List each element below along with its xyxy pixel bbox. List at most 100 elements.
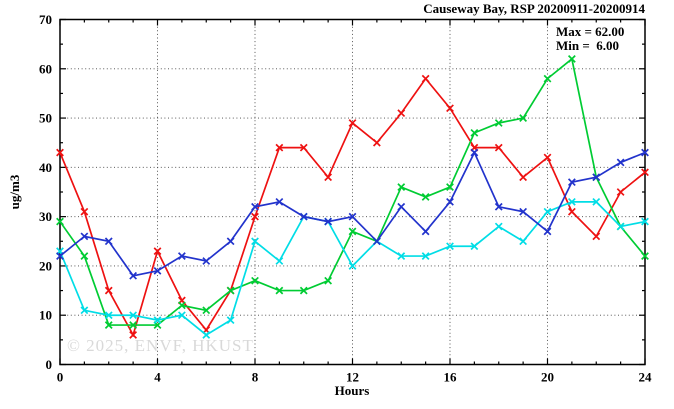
series-cyan-marker [567, 197, 576, 206]
series-green-marker [104, 321, 113, 329]
tick-labels: 0 10 20 30 40 50 60 70 0 4 8 12 16 20 24 [39, 12, 652, 385]
series-cyan-marker [421, 252, 430, 260]
series-cyan-marker [641, 217, 649, 226]
series-cyan-marker [446, 242, 454, 251]
x-tick-label: 16 [444, 370, 458, 385]
series-green-marker [421, 193, 430, 201]
series-blue-marker [104, 237, 113, 246]
series-cyan-marker [129, 311, 138, 320]
series-green-marker [275, 286, 284, 295]
series-green-marker [348, 227, 357, 236]
series-green-marker [543, 74, 552, 83]
series-green-marker [80, 252, 89, 260]
x-axis-label: Hours [334, 383, 370, 398]
series-red-marker [616, 188, 625, 196]
series-blue-marker [324, 217, 333, 226]
y-tick-label: 10 [39, 308, 52, 323]
y-axis-label: ug/m3 [7, 174, 22, 210]
series-blue-marker [251, 202, 259, 211]
series-green-marker [470, 128, 479, 137]
chart-title: Causeway Bay, RSP 20200911-20200914 [423, 1, 645, 16]
series-red-marker [592, 232, 601, 241]
series-red-marker [129, 331, 138, 339]
series-green-marker [397, 183, 406, 191]
x-tick-label: 4 [154, 370, 161, 385]
series-green-marker [129, 321, 138, 329]
series-red-marker [397, 109, 406, 118]
series-green-marker [202, 306, 211, 315]
series-green-marker [519, 114, 528, 122]
series-cyan-marker [470, 242, 479, 251]
series-blue-marker [372, 237, 381, 246]
series-green-marker [494, 119, 503, 127]
series-green-marker [324, 276, 333, 285]
series-green-marker [641, 252, 649, 260]
series-blue-marker [592, 173, 601, 182]
series-red-marker [519, 173, 528, 182]
legend-max-value: Max = 62.00 [556, 24, 625, 39]
series-blue-marker [641, 148, 649, 157]
series-blue-marker [129, 271, 138, 280]
x-tick-label: 0 [57, 370, 64, 385]
series-blue-marker [275, 197, 284, 206]
x-tick-label: 20 [541, 370, 554, 385]
y-tick-label: 30 [39, 209, 52, 224]
series-green-marker [567, 55, 576, 63]
series-blue-marker [299, 212, 308, 221]
series-red-marker [251, 212, 259, 221]
axis-ticks [59, 18, 646, 366]
series-red-marker [56, 148, 64, 157]
series-red-marker [641, 168, 649, 177]
y-tick-label: 0 [46, 357, 53, 372]
series-blue-marker [421, 227, 430, 236]
series-cyan-marker [177, 311, 186, 320]
series-red-marker [421, 74, 430, 83]
series-cyan-marker [202, 331, 211, 339]
series-red-marker [446, 104, 454, 113]
series-green-marker [299, 286, 308, 295]
x-tick-label: 24 [639, 370, 653, 385]
y-tick-label: 20 [39, 258, 52, 273]
series-red-marker [348, 119, 357, 127]
series-cyan-marker [397, 252, 406, 260]
series-cyan-marker [494, 222, 503, 231]
series-cyan-marker [275, 257, 284, 265]
series-cyan-marker [543, 207, 552, 216]
series-green-marker [226, 286, 235, 295]
series-blue-marker [348, 212, 357, 221]
series-green-marker [56, 217, 64, 226]
series-green-marker [251, 276, 259, 285]
y-tick-label: 40 [39, 160, 52, 175]
y-tick-label: 70 [39, 12, 52, 27]
series-red-marker [494, 143, 503, 152]
series-cyan-marker [104, 311, 113, 320]
series-blue-marker [616, 158, 625, 167]
series-blue-marker [153, 266, 162, 275]
legend: Max = 62.00 Min = 6.00 [556, 25, 624, 53]
y-tick-label: 60 [39, 61, 52, 76]
series-red-marker [324, 173, 333, 182]
series-red-marker [80, 207, 89, 216]
series-blue-marker [226, 237, 235, 246]
series-blue-marker [519, 207, 528, 216]
series-red-marker [104, 286, 113, 295]
series-blue-marker [543, 227, 552, 236]
series-cyan-marker [616, 222, 625, 231]
series-blue-marker [397, 202, 406, 211]
gridlines [60, 19, 645, 365]
series-cyan-marker [592, 197, 601, 206]
series-cyan-marker [226, 316, 235, 325]
series-blue-marker [56, 252, 64, 260]
series-red-marker [153, 247, 162, 256]
series-cyan-marker [348, 262, 357, 270]
watermark: © 2025, ENVF, HKUST [67, 336, 254, 355]
series-red-marker [275, 143, 284, 152]
series-blue-marker [202, 257, 211, 265]
series-cyan-marker [251, 237, 259, 246]
series-red-marker [372, 138, 381, 147]
series-green [56, 55, 649, 329]
series-cyan-marker [153, 316, 162, 325]
series-blue-marker [446, 197, 454, 206]
